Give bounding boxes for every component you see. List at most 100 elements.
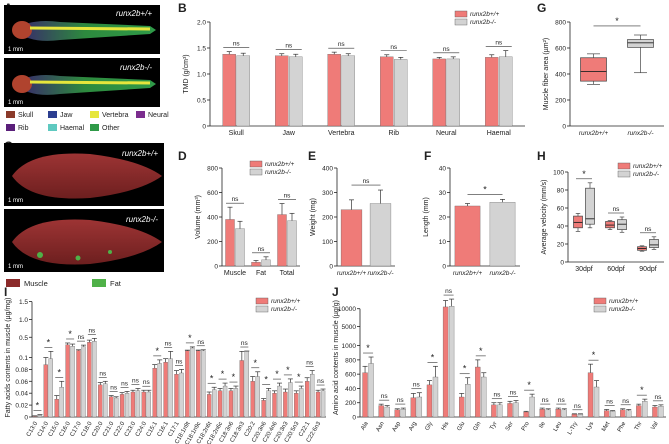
significance-label: *	[297, 372, 301, 382]
legend-swatch-vertebra	[90, 111, 99, 118]
y-tick-label: 0.02	[15, 403, 28, 410]
y-tick-label: 400	[322, 166, 333, 173]
panel-c-genotype-top: runx2b+/+	[122, 149, 158, 158]
y-tick-label: 800	[345, 357, 356, 364]
panel-f-letter: F	[424, 149, 431, 163]
legend-swatch-skull	[6, 111, 15, 118]
significance-label: ns	[622, 398, 630, 405]
x-tick-label: Phe	[617, 420, 628, 433]
bar-wt	[76, 350, 81, 418]
legend-label-vertebra: Vertebra	[102, 112, 129, 119]
bar-ko	[261, 259, 271, 267]
x-tick-label: His	[441, 421, 451, 432]
legend-swatch-jaw	[48, 111, 57, 118]
significance-label: ns	[413, 382, 421, 389]
bar-wt	[294, 393, 299, 418]
bar-wt	[152, 368, 157, 418]
significance-label: *	[232, 372, 236, 382]
charts: B 0 0.5 1.0 1.5 2.0 TMD (g/cm³) Skull ns Jaw ns Ver…	[4, 1, 666, 444]
fat-deposit	[75, 255, 81, 261]
significance-label: *	[221, 369, 225, 379]
y-tick-label: 40	[439, 166, 447, 173]
y-tick-label: 200	[555, 98, 566, 105]
box	[585, 187, 595, 225]
fish-body-ko	[14, 75, 156, 95]
bar-ko	[59, 387, 64, 418]
x-tick-label: 60dpf	[607, 266, 625, 273]
bar-wt	[603, 410, 610, 418]
bar-wt	[163, 362, 168, 418]
y-axis-label: Average velocity (mm/s)	[541, 180, 548, 255]
legend-label-wt: runx2b+/+	[633, 163, 662, 170]
bar-ko	[529, 396, 535, 418]
bar-wt	[185, 350, 190, 418]
panel-a-genotype-bottom: runx2b-/-	[120, 63, 152, 72]
legend-label-ko: runx2b-/-	[633, 171, 660, 178]
legend-swatch-ko	[255, 305, 269, 313]
panel-h-letter: H	[537, 149, 546, 163]
box	[627, 39, 654, 48]
bar-wt	[485, 57, 499, 127]
bar-ko	[499, 56, 513, 127]
bar-ko	[48, 358, 53, 418]
y-tick-label: 0	[442, 264, 446, 271]
x-tick-label: Thr	[634, 421, 644, 432]
significance-label: *	[582, 169, 586, 179]
bar-wt	[222, 54, 236, 127]
y-tick-label: 1.5	[19, 299, 28, 306]
bar-wt	[196, 350, 201, 418]
significance-label: *	[188, 333, 192, 343]
significance-label: ns	[445, 288, 453, 295]
vertebra-wt	[29, 26, 151, 31]
y-tick-label: 0	[562, 124, 566, 131]
significance-label: ns	[241, 340, 249, 347]
significance-label: ns	[338, 41, 346, 48]
significance-label: ns	[176, 358, 184, 365]
legend-label-ko: runx2b-/-	[265, 169, 292, 176]
significance-label: ns	[574, 403, 582, 410]
bar-wt	[340, 209, 363, 267]
legend-swatch-rib	[6, 124, 15, 131]
bar-ko	[103, 383, 108, 418]
bar-wt	[283, 391, 288, 418]
x-tick-label: L-Try	[567, 421, 579, 436]
significance-label: *	[286, 365, 290, 375]
bar-ko	[432, 376, 439, 418]
x-tick-label: Tyr	[489, 421, 498, 431]
bar-ko	[81, 346, 86, 418]
significance-label: ns	[381, 393, 389, 400]
bar-ko	[497, 404, 503, 418]
significance-label: *	[615, 16, 619, 26]
bar-ko	[561, 409, 567, 418]
y-axis-label: Weight (mg)	[310, 198, 317, 236]
legend-swatch-neural	[136, 111, 145, 118]
significance-label: *	[47, 337, 51, 347]
bar-ko	[222, 385, 228, 418]
panel-a-tissue-legend: Skull Jaw Vertebra Neural Rib Haemal Other	[6, 111, 169, 132]
significance-label: ns	[258, 246, 266, 253]
significance-label: *	[366, 343, 370, 353]
significance-label: ns	[110, 385, 118, 392]
y-tick-label: 800	[555, 20, 566, 27]
bar-wt	[275, 55, 289, 127]
bar-wt	[261, 400, 266, 418]
significance-label: ns	[284, 193, 292, 200]
significance-label: ns	[443, 46, 451, 53]
bar-ko	[92, 341, 97, 418]
fish-skeleton-ko	[12, 75, 156, 95]
y-tick-label: 0	[214, 264, 218, 271]
bar-wt	[491, 404, 497, 418]
bar-wt	[251, 262, 261, 267]
bar-ko	[157, 363, 162, 418]
x-tick-label: Gly	[425, 421, 435, 432]
y-tick-label: 0.5	[197, 98, 206, 105]
x-tick-label: Total	[280, 270, 295, 277]
panel-a-genotype-top: runx2b+/+	[116, 9, 152, 18]
x-tick-label: Ala	[360, 420, 370, 431]
legend-swatch-ko	[593, 305, 607, 313]
bar-ko	[577, 413, 584, 418]
bar-wt	[442, 306, 449, 418]
x-tick-label: Met	[601, 421, 611, 433]
bar-ko	[446, 58, 460, 127]
bar-ko	[135, 390, 141, 418]
